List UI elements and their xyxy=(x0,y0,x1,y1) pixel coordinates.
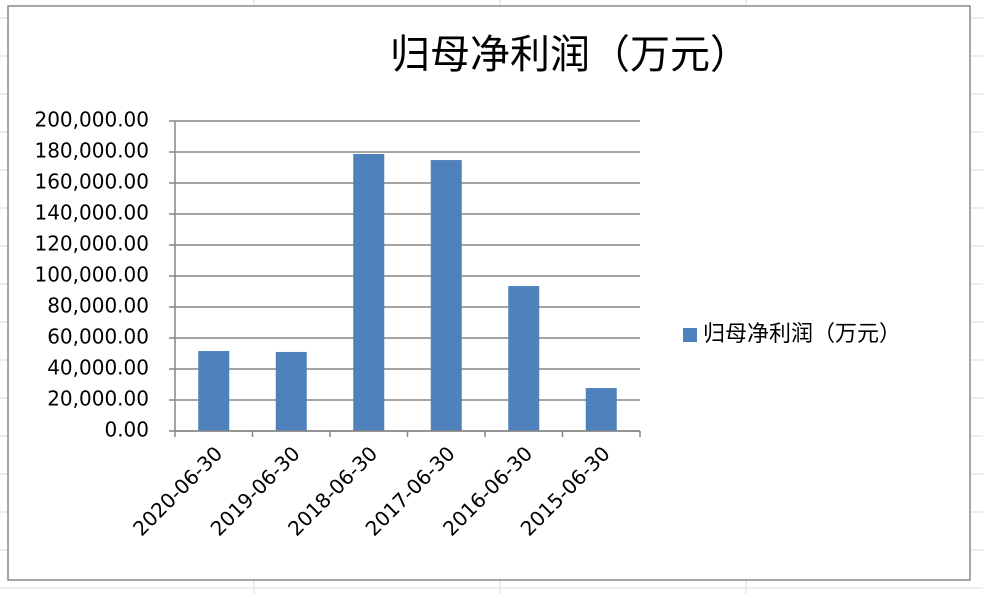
bar xyxy=(585,388,617,431)
legend-label: 归母净利润（万元） xyxy=(703,322,901,347)
bar xyxy=(275,351,307,431)
y-tick-label: 80,000.00 xyxy=(47,294,149,318)
y-tick-label: 160,000.00 xyxy=(34,170,149,194)
y-tick-label: 120,000.00 xyxy=(34,232,149,256)
y-tick-label: 20,000.00 xyxy=(47,387,149,411)
y-tick-label: 60,000.00 xyxy=(47,325,149,349)
y-tick-label: 200,000.00 xyxy=(34,108,149,132)
chart-title: 归母净利润（万元） xyxy=(390,32,750,78)
y-tick-label: 0.00 xyxy=(104,418,149,442)
chart-area xyxy=(7,5,971,581)
y-tick-label: 100,000.00 xyxy=(34,263,149,287)
y-tick-label: 180,000.00 xyxy=(34,139,149,163)
legend-swatch xyxy=(683,328,697,342)
bar xyxy=(430,160,462,431)
bar xyxy=(508,286,540,431)
bar xyxy=(198,351,230,431)
y-tick-label: 140,000.00 xyxy=(34,201,149,225)
y-tick-label: 40,000.00 xyxy=(47,356,149,380)
bar xyxy=(353,154,385,431)
